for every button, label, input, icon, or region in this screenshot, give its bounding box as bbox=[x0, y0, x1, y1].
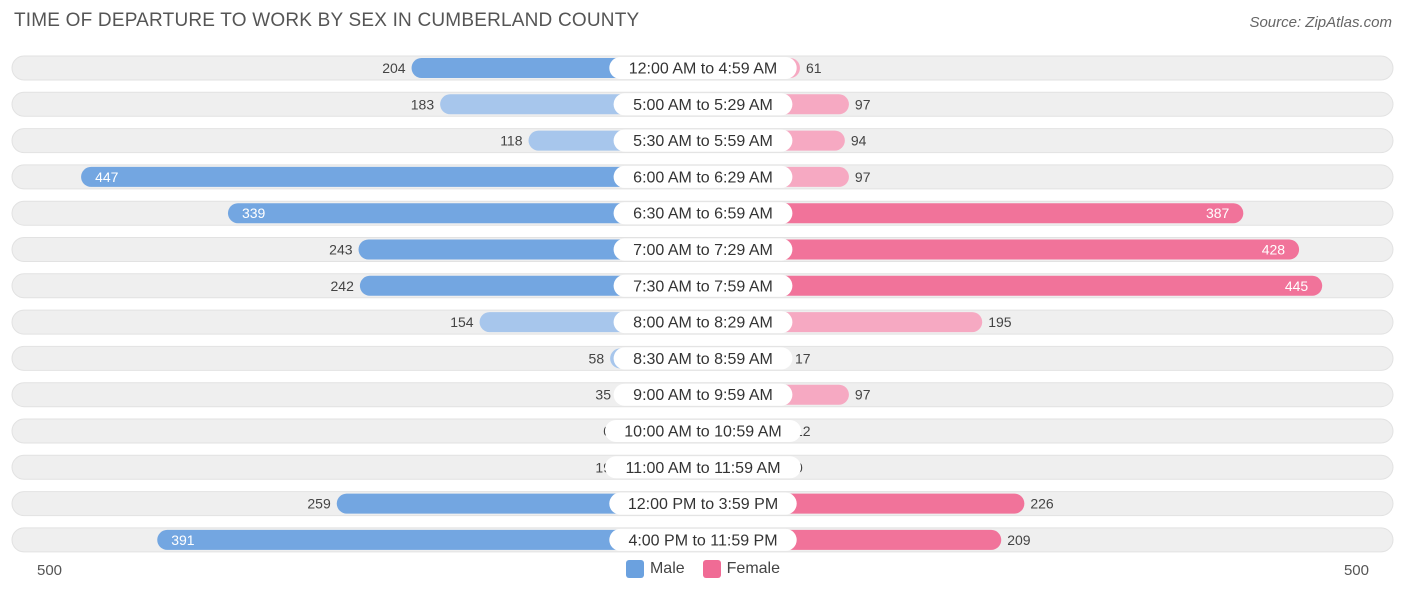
value-label-male: 118 bbox=[500, 133, 523, 149]
chart-source: Source: ZipAtlas.com bbox=[1249, 14, 1392, 31]
chart-row: 242 445 7:30 AM to 7:59 AM bbox=[11, 273, 1394, 299]
category-label: 12:00 AM to 4:59 AM bbox=[629, 61, 778, 78]
legend-label-male: Male bbox=[649, 560, 685, 577]
value-label-male: 204 bbox=[382, 60, 406, 76]
chart-row: 01210:00 AM to 10:59 AM bbox=[11, 418, 1394, 444]
category-label: 6:00 AM to 6:29 AM bbox=[633, 169, 773, 186]
category-label: 4:00 PM to 11:59 PM bbox=[628, 532, 777, 549]
category-pill bbox=[609, 57, 797, 79]
chart-row: 183 97 5:00 AM to 5:29 AM bbox=[11, 91, 1394, 117]
bar-female bbox=[703, 203, 1244, 224]
chart-row: 391 209 4:00 PM to 11:59 PM bbox=[11, 527, 1394, 553]
value-label-male: 391 bbox=[171, 532, 195, 548]
value-label-male: 58 bbox=[589, 350, 605, 366]
chart-row: 118 94 5:30 AM to 5:59 AM bbox=[11, 128, 1394, 154]
value-label-male: 242 bbox=[331, 278, 355, 294]
category-pill bbox=[613, 383, 793, 406]
chart-row: 259 226 12:00 PM to 3:59 PM bbox=[11, 491, 1394, 517]
category-label: 5:00 AM to 5:29 AM bbox=[633, 97, 773, 114]
axis-tick-left: 500 bbox=[37, 562, 62, 579]
category-label: 8:00 AM to 8:29 AM bbox=[633, 315, 773, 332]
value-label-male: 447 bbox=[95, 169, 119, 185]
category-pill bbox=[609, 492, 797, 515]
value-label-female: 387 bbox=[1206, 205, 1230, 221]
bar-male bbox=[157, 529, 704, 550]
category-pill bbox=[613, 165, 793, 188]
value-label-female: 97 bbox=[855, 387, 871, 403]
bar-female bbox=[703, 275, 1323, 296]
bar-male bbox=[81, 166, 703, 187]
value-label-female: 428 bbox=[1262, 242, 1286, 258]
category-label: 12:00 PM to 3:59 PM bbox=[628, 496, 778, 513]
category-label: 7:30 AM to 7:59 AM bbox=[633, 278, 773, 295]
category-pill bbox=[605, 456, 801, 479]
chart-row: 243 428 7:00 AM to 7:29 AM bbox=[11, 237, 1394, 262]
value-label-female: 97 bbox=[855, 96, 871, 112]
category-pill bbox=[613, 129, 793, 152]
value-label-male: 339 bbox=[242, 205, 266, 221]
legend-label-female: Female bbox=[726, 560, 781, 577]
category-label: 10:00 AM to 10:59 AM bbox=[624, 424, 781, 441]
value-label-female: 209 bbox=[1007, 532, 1031, 548]
value-label-female: 445 bbox=[1285, 278, 1309, 294]
category-pill bbox=[613, 274, 793, 297]
value-label-female: 94 bbox=[851, 133, 867, 149]
chart-row: 58 17 8:30 AM to 8:59 AM bbox=[11, 345, 1394, 371]
chart-title: TIME OF DEPARTURE TO WORK BY SEX IN CUMB… bbox=[14, 10, 640, 31]
legend-item-male: Male bbox=[625, 560, 685, 578]
value-label-male: 154 bbox=[450, 314, 474, 330]
value-label-male: 259 bbox=[307, 496, 331, 512]
value-label-female: 61 bbox=[806, 60, 822, 76]
value-label-male: 183 bbox=[411, 96, 435, 112]
bar-male bbox=[227, 203, 703, 224]
category-pill bbox=[609, 528, 797, 551]
chart-row: 339 387 6:30 AM to 6:59 AM bbox=[11, 200, 1394, 226]
chart-row: 154 195 8:00 AM to 8:29 AM bbox=[11, 309, 1394, 335]
category-label: 6:30 AM to 6:59 AM bbox=[633, 206, 773, 223]
category-label: 5:30 AM to 5:59 AM bbox=[633, 133, 773, 150]
legend-swatch-female bbox=[702, 560, 721, 578]
value-label-female: 195 bbox=[988, 314, 1012, 330]
legend: Male Female bbox=[0, 560, 1406, 578]
value-label-female: 17 bbox=[795, 350, 811, 366]
category-label: 8:30 AM to 8:59 AM bbox=[633, 351, 773, 368]
category-label: 9:00 AM to 9:59 AM bbox=[633, 387, 773, 404]
legend-swatch-male bbox=[625, 560, 644, 578]
category-pill bbox=[613, 347, 793, 370]
category-pill bbox=[613, 93, 793, 116]
value-label-male: 243 bbox=[329, 242, 353, 258]
category-label: 7:00 AM to 7:29 AM bbox=[633, 242, 773, 259]
axis-tick-right: 500 bbox=[1344, 562, 1369, 579]
chart-row: 204 61 12:00 AM to 4:59 AM bbox=[11, 55, 1394, 81]
category-pill bbox=[613, 311, 793, 334]
category-label: 11:00 AM to 11:59 AM bbox=[625, 460, 780, 477]
value-label-female: 97 bbox=[855, 169, 871, 185]
value-label-male: 35 bbox=[595, 387, 611, 403]
value-label-female: 226 bbox=[1030, 496, 1054, 512]
category-pill bbox=[605, 420, 801, 442]
bar-female bbox=[703, 239, 1300, 260]
legend-item-female: Female bbox=[702, 560, 781, 578]
category-pill bbox=[613, 202, 793, 225]
chart-row: 19011:00 AM to 11:59 AM bbox=[11, 454, 1394, 480]
chart-row: 35 97 9:00 AM to 9:59 AM bbox=[11, 382, 1394, 408]
category-pill bbox=[613, 238, 793, 261]
chart-row: 447 97 6:00 AM to 6:29 AM bbox=[11, 164, 1394, 190]
